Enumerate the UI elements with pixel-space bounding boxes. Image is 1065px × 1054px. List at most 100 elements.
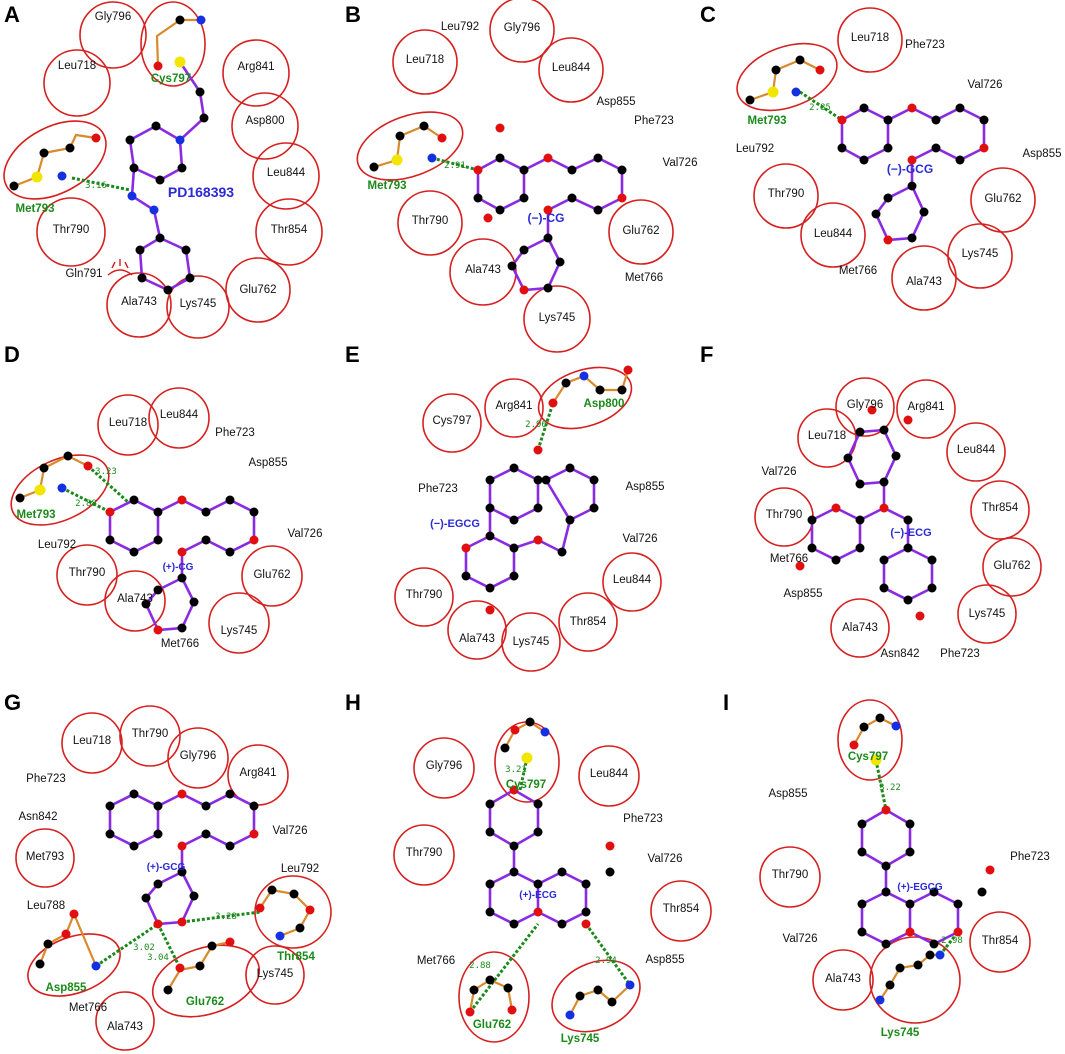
contact-residue: Lys745 xyxy=(969,608,1006,620)
hbond-residue-label: Met793 xyxy=(17,509,56,521)
hbond-distance: 3.16 xyxy=(85,181,107,191)
contact-residue: Val726 xyxy=(648,853,683,865)
ligand-name: PD168393 xyxy=(168,184,234,200)
contact-residue: Leu788 xyxy=(27,900,65,912)
contact-residue: Thr790 xyxy=(132,728,168,740)
contact-residue: Thr790 xyxy=(412,215,448,227)
contact-residue: Thr854 xyxy=(663,903,700,915)
contact-residue: Val726 xyxy=(623,533,658,545)
contact-residue: Phe723 xyxy=(418,483,458,495)
hbond-residue-label: Cys797 xyxy=(151,73,191,85)
hbond-residue-label: Glu762 xyxy=(473,1019,511,1031)
hbond-residue-label: Met793 xyxy=(368,180,407,192)
contact-residue: Leu844 xyxy=(613,574,652,586)
panel-g: G Thr8 xyxy=(4,690,332,1051)
contact-residue: Thr790 xyxy=(406,847,442,859)
contact-residue: Leu718 xyxy=(851,32,889,44)
hbond-residue-label: Thr854 xyxy=(277,951,315,963)
contact-residue: Leu792 xyxy=(441,21,479,33)
contact-residue: Gly796 xyxy=(180,750,216,762)
contact-residue: Met793 xyxy=(26,851,64,863)
contact-residue: Thr854 xyxy=(982,935,1019,947)
panel-f: F (−)-ECG Gly796 Arg841 Leu718 Leu844 Va… xyxy=(700,342,1042,660)
contact-residue: Thr790 xyxy=(69,567,105,579)
panel-e: E Asp800 2.96 (−)-EGCG Cys797 Arg841 Phe… xyxy=(345,342,665,672)
contact-residue: Arg841 xyxy=(907,401,944,413)
contact-residue: Asn842 xyxy=(18,811,57,823)
contact-residue: Glu762 xyxy=(984,193,1021,205)
contact-residue: Val726 xyxy=(762,466,797,478)
panel-label: C xyxy=(700,2,716,27)
panel-label: D xyxy=(4,342,20,367)
contact-residue: Thr854 xyxy=(570,616,607,628)
contact-residue: Glu762 xyxy=(253,569,290,581)
hbond-distance: 3.23 xyxy=(95,467,117,477)
panel-label: I xyxy=(723,690,729,715)
contact-residue: Gly796 xyxy=(504,22,540,34)
contact-residue: Asn842 xyxy=(880,648,919,660)
panel-label: B xyxy=(345,2,361,27)
hbond-residue-label: Cys797 xyxy=(506,779,546,791)
contact-residue: Lys745 xyxy=(513,636,550,648)
panel-label: H xyxy=(345,690,361,715)
contact-residue: Val726 xyxy=(273,825,308,837)
ligand-name: (−)-EGCG xyxy=(430,518,480,530)
hbond-residue-label: Asp800 xyxy=(584,398,625,410)
contact-residue: Leu844 xyxy=(160,409,199,421)
hbond-distance: 2.88 xyxy=(75,499,97,509)
contact-residue: Ala743 xyxy=(459,633,495,645)
contact-residue: Leu844 xyxy=(957,444,996,456)
contact-residue: Thr790 xyxy=(53,224,89,236)
hbond-distance: 3.02 xyxy=(133,943,155,953)
contact-residue: Phe723 xyxy=(623,813,663,825)
contact-residue: Leu718 xyxy=(73,735,111,747)
contact-residue: Lys745 xyxy=(257,968,294,980)
hbond-distance: 3.28 xyxy=(215,912,237,922)
contact-residue: Thr790 xyxy=(766,509,802,521)
contact-residue: Ala743 xyxy=(825,973,861,985)
contact-residue: Asp855 xyxy=(625,481,664,493)
panel-i: I Cys797 Lys745 3.22 2.98 (+)-EGCG Asp85… xyxy=(723,690,1050,1039)
contact-residue: Gly796 xyxy=(95,11,131,23)
contact-residue: Ala743 xyxy=(107,1021,143,1033)
contact-residue: Asp855 xyxy=(783,588,822,600)
contact-residue: Ala743 xyxy=(842,622,878,634)
contact-residue: Ala743 xyxy=(906,276,942,288)
hbond-residue-label: Asp855 xyxy=(46,982,88,994)
contact-residue: Met766 xyxy=(625,272,663,284)
hbond-distance: 2.91 xyxy=(444,161,466,171)
contact-residue: Phe723 xyxy=(215,427,255,439)
panel-a: A Met7 xyxy=(3,1,323,339)
contact-residue: Asp855 xyxy=(768,788,807,800)
contact-residue: Asp855 xyxy=(645,954,684,966)
contact-residue: Val726 xyxy=(288,528,323,540)
contact-residue: Asp855 xyxy=(248,457,287,469)
contact-residue: Leu718 xyxy=(109,417,147,429)
contact-residue: Leu844 xyxy=(552,62,591,74)
contact-residue: Leu718 xyxy=(406,54,444,66)
panel-label: A xyxy=(4,2,20,27)
contact-residue: Lys745 xyxy=(180,298,217,310)
panel-b: B Met793 2.91 (−)-CG Leu792 Gly796 Leu71… xyxy=(345,0,698,353)
contact-residue: Val726 xyxy=(783,933,818,945)
hbond-distance: 2.96 xyxy=(525,420,547,430)
contact-residue: Glu762 xyxy=(993,560,1030,572)
hbond-residue-label: Met793 xyxy=(748,115,787,127)
contact-residue: Thr790 xyxy=(772,869,808,881)
hbond-residue-label: Glu762 xyxy=(186,996,224,1008)
contact-residue: Met766 xyxy=(417,955,455,967)
contact-residue: Thr854 xyxy=(982,502,1019,514)
contact-residue: Glu762 xyxy=(622,225,659,237)
hbond-distance: 2.88 xyxy=(469,961,491,971)
contact-residue: Phe723 xyxy=(1010,851,1050,863)
hbond-residue-label: Cys797 xyxy=(848,751,888,763)
ligand-name: (−)-ECG xyxy=(890,527,931,539)
ligand-name: (−)-GCG xyxy=(887,162,933,176)
contact-residue: Val726 xyxy=(663,157,698,169)
contact-residue: Met766 xyxy=(161,638,199,650)
hbond-distance: 2.85 xyxy=(809,103,831,113)
panel-label: E xyxy=(345,342,360,367)
ligand-name: (+)-EGCG xyxy=(897,882,943,893)
ligand-name: (+)-GCG xyxy=(147,862,186,873)
contact-residue: Ala743 xyxy=(465,264,501,276)
